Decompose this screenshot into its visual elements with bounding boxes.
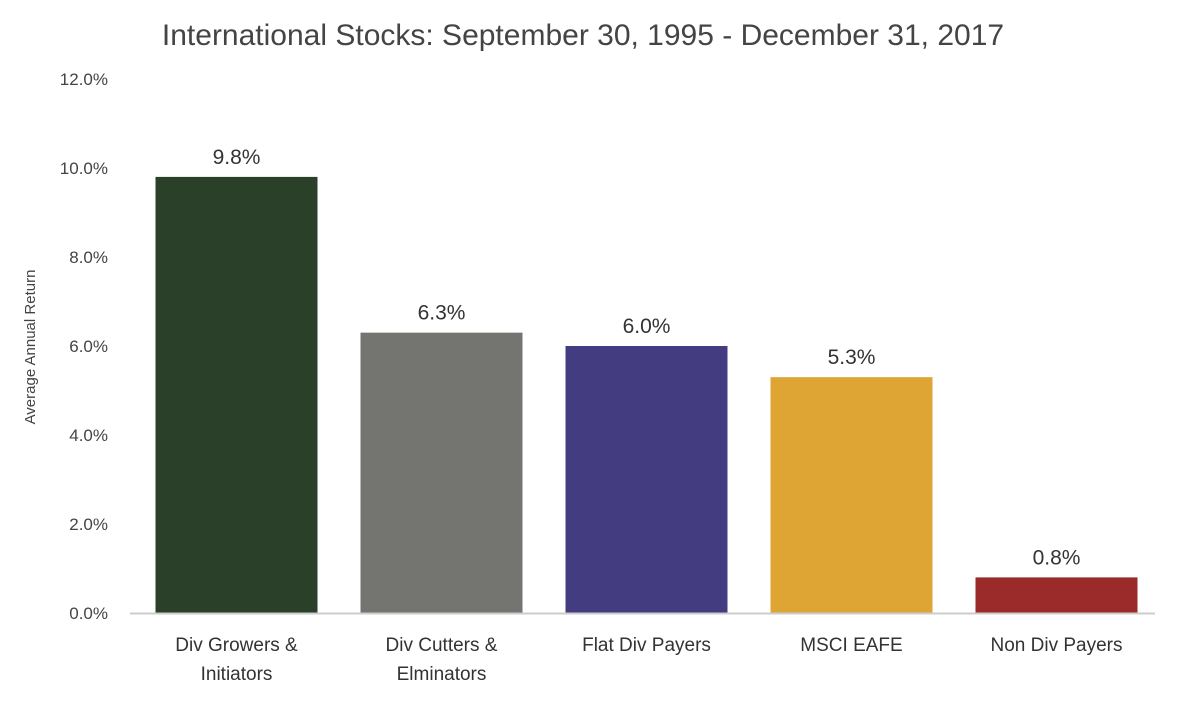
x-tick-label: Div Cutters &	[386, 635, 498, 656]
y-tick-label: 4.0%	[69, 426, 108, 445]
y-tick-label: 2.0%	[69, 515, 108, 534]
bar	[360, 332, 523, 613]
y-axis-ticks: 0.0% 2.0% 4.0% 6.0% 8.0% 10.0% 12.0%	[60, 70, 108, 623]
x-tick-label: Flat Div Payers	[582, 635, 711, 656]
y-tick-label: 6.0%	[69, 337, 108, 356]
x-tick-label: Initiators	[201, 664, 273, 685]
x-axis-ticks: Div Growers & Initiators Div Cutters & Elmi…	[175, 635, 1122, 685]
data-label: 6.0%	[623, 315, 671, 338]
y-tick-label: 8.0%	[69, 248, 108, 267]
y-tick-label: 12.0%	[60, 70, 108, 89]
x-tick-label: Non Div Payers	[991, 635, 1123, 656]
bars	[155, 176, 1138, 613]
x-tick-label: MSCI EAFE	[800, 635, 902, 656]
x-tick-label: Div Growers &	[175, 635, 298, 656]
chart-title: International Stocks: September 30, 1995…	[162, 19, 1004, 52]
data-label: 6.3%	[418, 302, 466, 325]
x-tick-label: Elminators	[397, 664, 487, 685]
bar	[155, 176, 318, 613]
data-label: 9.8%	[213, 146, 261, 169]
bar	[565, 346, 728, 613]
y-axis-label: Average Annual Return	[22, 270, 39, 425]
y-tick-label: 0.0%	[69, 604, 108, 623]
bar	[975, 577, 1138, 613]
data-labels: 9.8% 6.3% 6.0% 5.3% 0.8%	[213, 146, 1081, 570]
data-label: 5.3%	[828, 346, 876, 369]
data-label: 0.8%	[1033, 546, 1081, 569]
y-tick-label: 10.0%	[60, 159, 108, 178]
bar	[770, 377, 933, 613]
